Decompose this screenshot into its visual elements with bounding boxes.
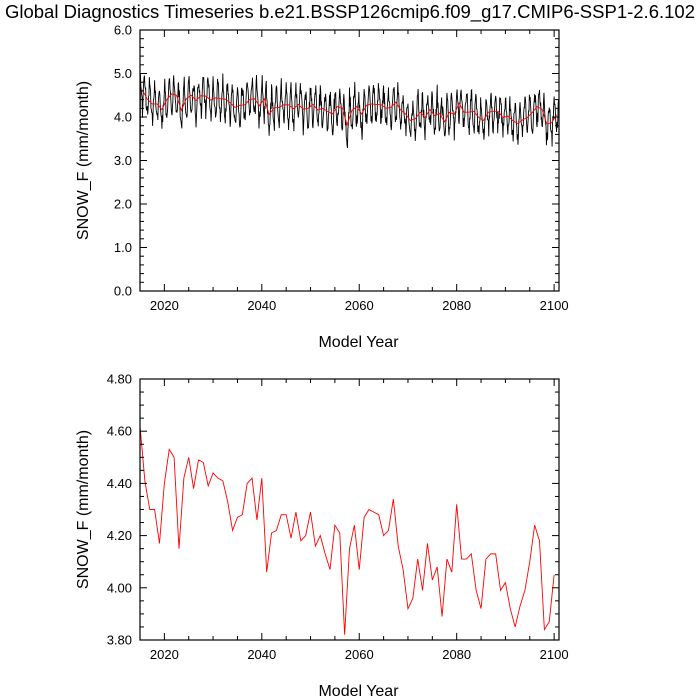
x-tick-label: 2040 xyxy=(247,647,276,662)
series-line-annual xyxy=(140,425,555,635)
y-tick-label: 5.0 xyxy=(114,66,132,81)
y-tick-label: 3.80 xyxy=(107,633,132,648)
x-tick-label: 2040 xyxy=(247,298,276,313)
y-tick-label: 0.0 xyxy=(114,284,132,299)
y-tick-label: 6.0 xyxy=(114,23,132,38)
x-axis-title: Model Year xyxy=(318,683,399,700)
plot-frame xyxy=(139,378,560,641)
y-tick-label: 4.60 xyxy=(107,424,132,439)
y-tick-label: 4.0 xyxy=(114,110,132,125)
plot-area xyxy=(140,73,559,291)
y-axis-title: SNOW_F (mm/month) xyxy=(75,81,92,240)
y-tick-label: 4.40 xyxy=(107,476,132,491)
bottom-panel: 2020 2040 2060 2080 2100 3.80 4.00 4.20 4.40 4.60… xyxy=(75,372,569,700)
y-tick-label: 1.0 xyxy=(114,240,132,255)
x-tick-label: 2060 xyxy=(345,298,374,313)
y-axis-title: SNOW_F (mm/month) xyxy=(75,430,92,589)
chart-title: Global Diagnostics Timeseries b.e21.BSSP… xyxy=(4,1,695,22)
plot-area xyxy=(140,425,555,635)
series-line-monthly xyxy=(140,73,559,291)
x-axis-title: Model Year xyxy=(318,334,399,351)
top-panel: 2020 2040 2060 2080 2100 0.0 1.0 2.0 3.0 4.0 5.0 6.… xyxy=(75,23,569,352)
x-tick-label: 2100 xyxy=(540,298,569,313)
y-tick-label: 4.80 xyxy=(107,372,132,387)
x-tick-label: 2060 xyxy=(345,647,374,662)
series-line-annual xyxy=(142,89,557,127)
y-tick-label: 4.20 xyxy=(107,528,132,543)
plot-frame xyxy=(139,29,560,292)
y-tick-label: 4.00 xyxy=(107,580,132,595)
x-tick-label: 2080 xyxy=(442,298,471,313)
x-tick-label: 2020 xyxy=(150,647,179,662)
x-tick-label: 2100 xyxy=(540,647,569,662)
x-tick-label: 2020 xyxy=(150,298,179,313)
y-tick-label: 3.0 xyxy=(114,153,132,168)
x-tick-label: 2080 xyxy=(442,647,471,662)
y-tick-label: 2.0 xyxy=(114,197,132,212)
